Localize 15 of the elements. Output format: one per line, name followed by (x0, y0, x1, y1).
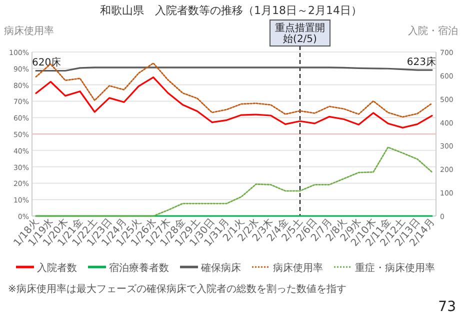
legend-label: 病床使用率 (273, 262, 323, 274)
legend-label: 重症・病床使用率 (355, 262, 435, 274)
y2-axis-title: 入院・宿泊 (408, 25, 458, 37)
text: ※病床使用率は最大フェーズの確保病床で入院者の総数を割った数値を指す (8, 283, 346, 295)
legend-label: 確保病床 (200, 262, 241, 274)
chart-title: 和歌山県 入院者数等の推移（1月18日～2月14日） (100, 4, 362, 17)
data-label: 620床 (32, 56, 62, 69)
line-series (35, 146, 433, 217)
data-label: 623床 (406, 56, 436, 68)
y-axis-title: 病床使用率 (4, 25, 54, 37)
text: 73 (438, 299, 456, 315)
line-series (35, 76, 433, 128)
ref-line-label: 重点措置開始(2/5) (275, 22, 325, 45)
legend-label: 宿泊療養者数 (109, 262, 169, 274)
legend-label: 入院者数 (37, 262, 77, 274)
